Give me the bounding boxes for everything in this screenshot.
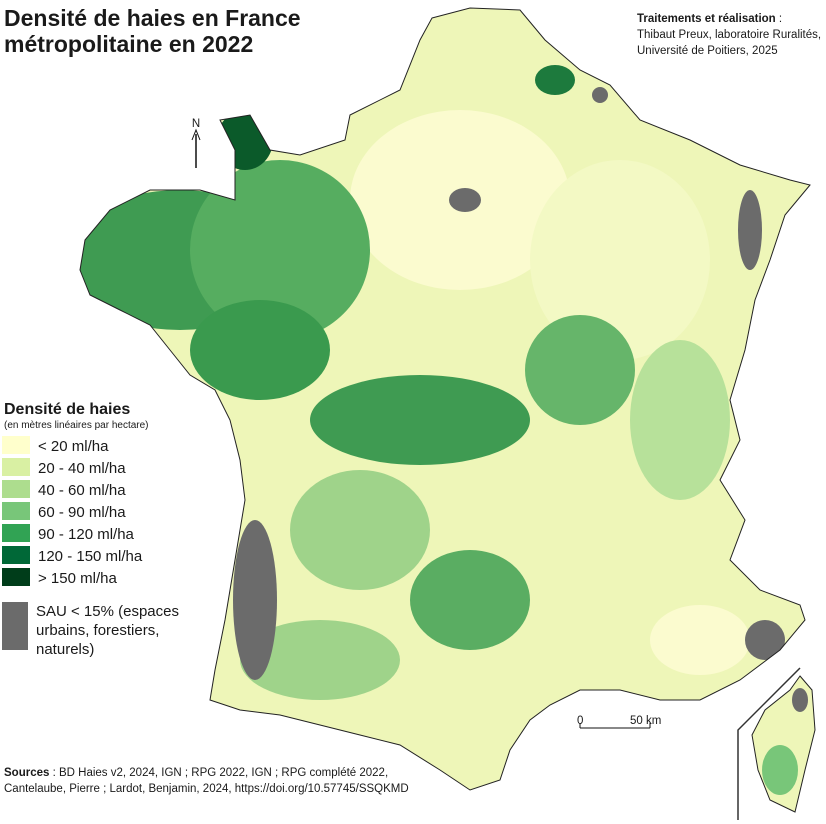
north-label: N xyxy=(192,118,200,130)
france-outline xyxy=(79,7,811,791)
legend-swatch xyxy=(2,436,30,454)
legend-label: 90 - 120 ml/ha xyxy=(38,526,135,543)
title-line: Densité de haies en France xyxy=(4,5,301,31)
inset-frame xyxy=(737,667,801,820)
legend-swatch xyxy=(2,502,30,520)
legend-label: urbains, forestiers, xyxy=(36,622,159,639)
credits-line: Thibaut Preux, laboratoire Ruralités, xyxy=(637,29,821,41)
scale-end: 50 km xyxy=(630,715,661,727)
legend-label: 40 - 60 ml/ha xyxy=(38,482,126,499)
credits-line: Université de Poitiers, 2025 xyxy=(637,45,778,57)
legend-swatch xyxy=(2,602,28,650)
legend-label: > 150 ml/ha xyxy=(38,570,117,587)
legend-swatch xyxy=(2,524,30,542)
sources-heading: Sources xyxy=(4,767,49,779)
legend-swatch xyxy=(2,546,30,564)
legend-title: Densité de haies xyxy=(4,401,130,418)
legend-swatch xyxy=(2,568,30,586)
legend-subtitle: (en mètres linéaires par hectare) xyxy=(4,420,149,431)
legend-label: SAU < 15% (espaces xyxy=(36,603,179,620)
sources-line: : BD Haies v2, 2024, IGN ; RPG 2022, IGN… xyxy=(49,767,388,779)
credits-suffix: : xyxy=(776,13,782,25)
legend-items: < 20 ml/ha 20 - 40 ml/ha 40 - 60 ml/ha 60 -… xyxy=(2,436,179,658)
credits-heading-text: Traitements et réalisation xyxy=(637,13,776,25)
legend-swatch xyxy=(2,480,30,498)
north-arrowhead xyxy=(191,128,201,141)
scale-start: 0 xyxy=(577,715,583,727)
legend-label: 60 - 90 ml/ha xyxy=(38,504,126,521)
title-line: métropolitaine en 2022 xyxy=(4,31,253,57)
sources-line: Cantelaube, Pierre ; Lardot, Benjamin, 2… xyxy=(4,783,409,795)
legend-label: < 20 ml/ha xyxy=(38,438,109,455)
corsica-map xyxy=(752,676,815,812)
legend-label: 20 - 40 ml/ha xyxy=(38,460,126,477)
sources: Sources : BD Haies v2, 2024, IGN ; RPG 2… xyxy=(4,767,388,779)
corsica-outline xyxy=(751,675,816,813)
credits-heading: Traitements et réalisation : xyxy=(637,13,782,25)
legend-swatch xyxy=(2,458,30,476)
legend-label: naturels) xyxy=(36,641,94,658)
legend-label: 120 - 150 ml/ha xyxy=(38,548,143,565)
